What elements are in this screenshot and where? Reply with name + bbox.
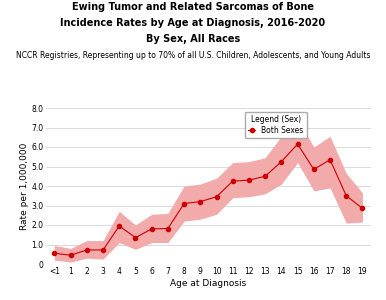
Both Sexes — [360, 207, 365, 210]
Both Sexes — [166, 227, 170, 230]
Both Sexes — [230, 179, 235, 183]
Both Sexes — [68, 254, 73, 257]
Both Sexes — [133, 236, 138, 239]
Text: Incidence Rates by Age at Diagnosis, 2016-2020: Incidence Rates by Age at Diagnosis, 201… — [61, 18, 325, 28]
Both Sexes — [101, 248, 105, 252]
Line: Both Sexes: Both Sexes — [52, 142, 364, 257]
Both Sexes — [149, 227, 154, 231]
Both Sexes — [85, 248, 89, 252]
Y-axis label: Rate per 1,000,000: Rate per 1,000,000 — [20, 142, 29, 230]
Text: Ewing Tumor and Related Sarcomas of Bone: Ewing Tumor and Related Sarcomas of Bone — [72, 2, 314, 11]
Both Sexes — [117, 224, 122, 228]
Text: By Sex, All Races: By Sex, All Races — [146, 34, 240, 44]
X-axis label: Age at Diagnosis: Age at Diagnosis — [170, 279, 247, 288]
Both Sexes — [312, 168, 316, 171]
Both Sexes — [214, 195, 219, 199]
Both Sexes — [247, 178, 251, 182]
Both Sexes — [279, 160, 284, 164]
Both Sexes — [295, 142, 300, 146]
Text: NCCR Registries, Representing up to 70% of all U.S. Children, Adolescents, and Y: NCCR Registries, Representing up to 70% … — [16, 51, 370, 60]
Both Sexes — [52, 251, 57, 255]
Both Sexes — [263, 174, 267, 178]
Both Sexes — [344, 194, 349, 197]
Legend: Both Sexes: Both Sexes — [245, 112, 307, 138]
Both Sexes — [182, 202, 186, 205]
Both Sexes — [328, 158, 332, 161]
Both Sexes — [198, 200, 203, 203]
